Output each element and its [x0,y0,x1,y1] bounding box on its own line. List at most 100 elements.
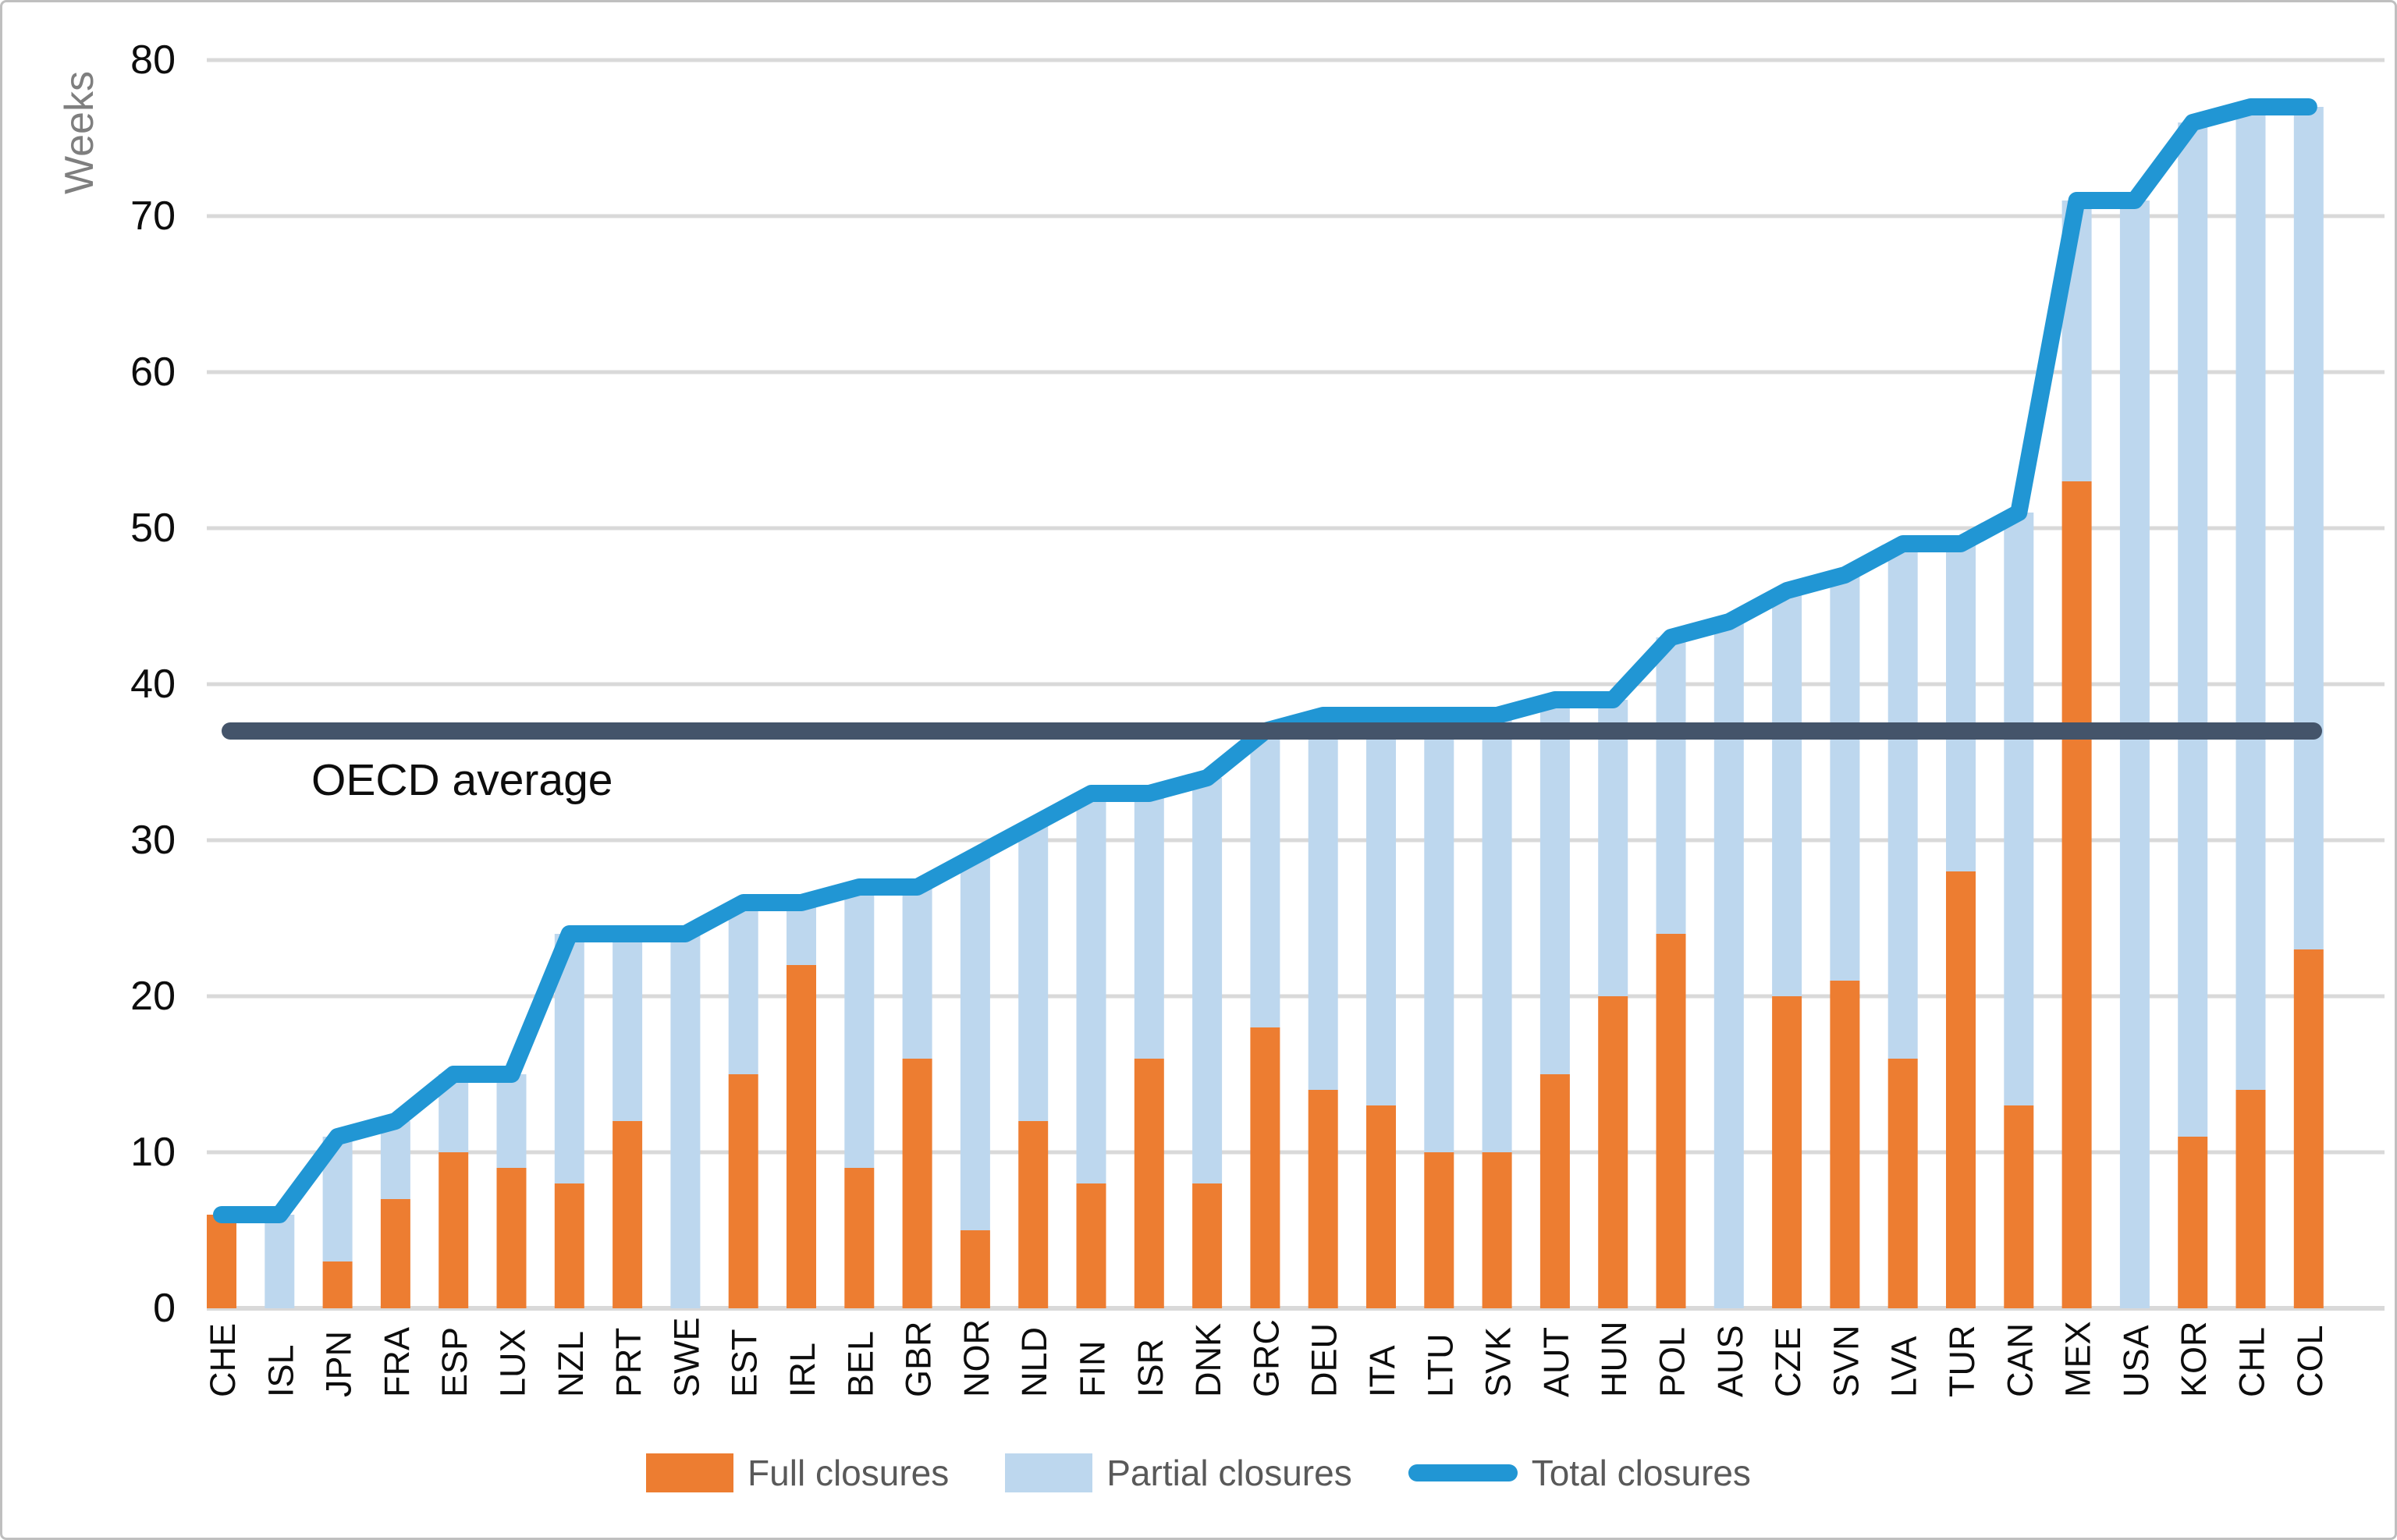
bar-full-IRL [787,965,816,1308]
bar-full-NOR [960,1230,990,1308]
bar-partial-IRL [787,903,816,965]
bar-full-CHE [207,1215,236,1308]
y-tick-label-60: 60 [130,350,176,395]
bar-full-TUR [1946,871,1976,1308]
bar-full-BEL [844,1168,875,1308]
bar-partial-GRC [1250,731,1280,1027]
x-tick-label-CZE: CZE [1768,1327,1808,1397]
x-tick-label-POL: POL [1653,1327,1692,1397]
legend-label-partial: Partial closures [1106,1453,1352,1493]
bar-partial-TUR [1946,544,1976,871]
x-tick-label-IRL: IRL [783,1343,822,1397]
bar-partial-ISR [1134,793,1164,1059]
y-tick-label-10: 10 [130,1130,176,1175]
y-tick-label-50: 50 [130,506,176,551]
x-tick-label-LTU: LTU [1420,1333,1460,1397]
bar-full-LUX [496,1168,527,1308]
x-tick-label-MEX: MEX [2058,1321,2098,1397]
bar-full-CAN [2004,1105,2034,1308]
bar-partial-ISL [265,1215,295,1308]
x-tick-label-CHE: CHE [203,1323,243,1397]
bar-full-CZE [1772,996,1802,1308]
bar-full-GRC [1250,1027,1280,1308]
bar-partial-HUN [1598,700,1628,996]
bar-partial-KOR [2178,122,2208,1137]
bar-partial-ITA [1366,715,1396,1105]
x-tick-label-SVN: SVN [1826,1325,1866,1397]
x-tick-label-ISL: ISL [261,1344,300,1397]
legend-label-full: Full closures [748,1453,950,1493]
bar-partial-SVK [1482,715,1512,1152]
bar-partial-LUX [496,1074,527,1168]
bar-full-NZL [554,1183,584,1308]
bar-partial-SVN [1830,575,1860,981]
x-tick-label-LUX: LUX [493,1329,533,1397]
x-tick-label-NLD: NLD [1014,1327,1054,1397]
bar-partial-LVA [1887,544,1918,1059]
x-tick-label-HUN: HUN [1594,1322,1634,1398]
bar-partial-COL [2293,107,2324,949]
x-tick-label-ISR: ISR [1131,1339,1170,1397]
x-tick-label-NOR: NOR [957,1319,996,1397]
full-closures-swatch-icon [646,1453,734,1492]
x-tick-label-FIN: FIN [1073,1341,1113,1398]
bar-partial-GBR [902,887,932,1059]
bar-full-JPN [322,1261,353,1308]
x-tick-label-LVA: LVA [1884,1336,1924,1397]
y-tick-label-0: 0 [153,1286,176,1331]
x-tick-label-PRT: PRT [609,1328,648,1397]
bar-full-PRT [613,1121,643,1308]
bar-partial-POL [1656,637,1686,934]
bar-full-CHL [2235,1090,2266,1308]
legend-item-full-closures: Full closures [646,1452,949,1494]
oecd-average-label: OECD average [311,755,613,805]
x-tick-label-JPN: JPN [319,1331,359,1397]
y-tick-label-20: 20 [130,974,176,1019]
bar-full-COL [2293,949,2324,1308]
bar-partial-FIN [1076,793,1106,1183]
bar-full-FIN [1076,1183,1106,1308]
x-tick-label-GBR: GBR [899,1321,939,1397]
total-closures-line-swatch-icon [1408,1464,1518,1481]
bar-partial-NOR [960,856,990,1230]
bar-partial-CHL [2235,107,2266,1090]
bar-full-ITA [1366,1105,1396,1308]
x-tick-label-CAN: CAN [2000,1323,2040,1397]
x-tick-label-SVK: SVK [1479,1327,1518,1397]
x-tick-label-EST: EST [725,1329,765,1397]
x-tick-label-COL: COL [2290,1325,2330,1397]
bar-full-NLD [1018,1121,1049,1308]
x-tick-label-KOR: KOR [2174,1321,2214,1397]
legend-label-total: Total closures [1531,1453,1751,1493]
bar-full-HUN [1598,996,1628,1308]
bar-full-LTU [1424,1152,1454,1308]
bar-full-FRA [380,1199,410,1308]
x-tick-label-ITA: ITA [1362,1345,1402,1397]
y-tick-label-40: 40 [130,662,176,707]
x-tick-label-GRC: GRC [1246,1319,1286,1397]
legend: Full closures Partial closures Total clo… [2,1452,2395,1494]
x-tick-label-DEU: DEU [1305,1323,1344,1397]
bar-partial-LTU [1424,715,1454,1152]
bar-partial-AUT [1539,700,1570,1074]
bar-partial-CZE [1772,591,1802,996]
bar-partial-PRT [613,934,643,1121]
y-tick-label-30: 30 [130,818,176,863]
x-tick-label-BEL: BEL [840,1331,880,1397]
x-tick-label-TUR: TUR [1942,1325,1982,1397]
legend-item-total-closures: Total closures [1408,1452,1751,1494]
bar-full-GBR [902,1059,932,1308]
x-tick-label-AUT: AUT [1536,1327,1576,1397]
bar-full-EST [728,1074,758,1308]
bar-full-POL [1656,934,1686,1308]
x-tick-label-NZL: NZL [551,1331,591,1397]
bar-full-DNK [1192,1183,1223,1308]
bar-partial-CAN [2004,513,2034,1105]
bar-partial-SWE [670,934,701,1308]
bar-full-DEU [1308,1090,1338,1308]
bar-full-AUT [1539,1074,1570,1308]
bar-full-MEX [2061,481,2092,1308]
bar-full-KOR [2178,1137,2208,1308]
